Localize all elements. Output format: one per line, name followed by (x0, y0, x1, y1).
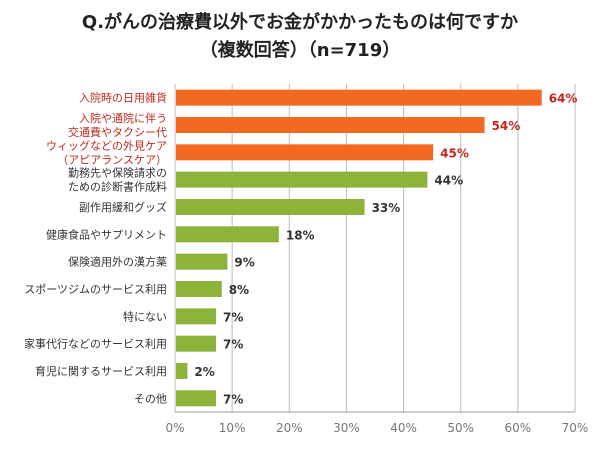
category-label: ウィッグなどの外見ケア (46, 138, 167, 152)
bar (176, 171, 428, 188)
x-tick-label: 30% (333, 421, 360, 435)
category-label: その他 (134, 392, 167, 405)
data-label: 54% (492, 119, 521, 133)
x-tick-label: 50% (447, 421, 474, 435)
category-label: 勤務先や保険請求の (68, 166, 167, 180)
data-label: 8% (229, 283, 249, 297)
category-label: 入院や通院に伴う (79, 111, 167, 125)
data-label: 44% (434, 174, 463, 188)
category-label: 交通費やタクシー代 (68, 125, 167, 139)
x-tick-label: 40% (390, 421, 417, 435)
category-label: （アピアランスケア） (57, 153, 167, 166)
category-label: ための診断書作成料 (68, 180, 167, 194)
bar (176, 281, 222, 297)
category-label: 入院時の日用雑貨 (79, 91, 167, 105)
bar (176, 117, 485, 133)
data-label: 64% (549, 92, 578, 106)
bar (176, 308, 216, 325)
data-label: 18% (286, 228, 315, 242)
category-label: 副作用緩和グッズ (79, 200, 167, 214)
bar (176, 253, 228, 270)
category-label: 保険適用外の漢方薬 (68, 255, 167, 269)
bar (176, 335, 216, 352)
data-label: 7% (223, 310, 243, 324)
bar (176, 144, 434, 161)
x-tick-label: 70% (562, 421, 589, 435)
data-label: 2% (194, 365, 214, 379)
x-tick-label: 20% (276, 421, 303, 435)
category-label: スポーツジムのサービス利用 (24, 283, 167, 296)
x-tick-label: 60% (505, 421, 532, 435)
bar (176, 89, 542, 106)
bar (176, 226, 279, 243)
x-tick-label: 0% (165, 421, 184, 435)
category-label: 家事代行などのサービス利用 (24, 337, 167, 351)
data-label: 9% (234, 256, 254, 270)
category-label: 育児に関するサービス利用 (35, 364, 167, 378)
chart-title-line-2: （複数回答）（n=719） (199, 40, 401, 61)
x-tick-label: 10% (219, 421, 246, 435)
bar (176, 363, 188, 379)
bar (176, 199, 365, 215)
category-label: 健康食品やサプリメント (46, 227, 167, 241)
category-label: 特にない (123, 309, 167, 323)
bar (176, 390, 216, 407)
data-label: 33% (372, 201, 401, 215)
data-label: 7% (223, 338, 243, 352)
data-label: 7% (223, 392, 243, 406)
data-label: 45% (440, 146, 469, 160)
chart-title-line-1: Q.がんの治療費以外でお金がかかったものは何ですか (81, 12, 519, 33)
